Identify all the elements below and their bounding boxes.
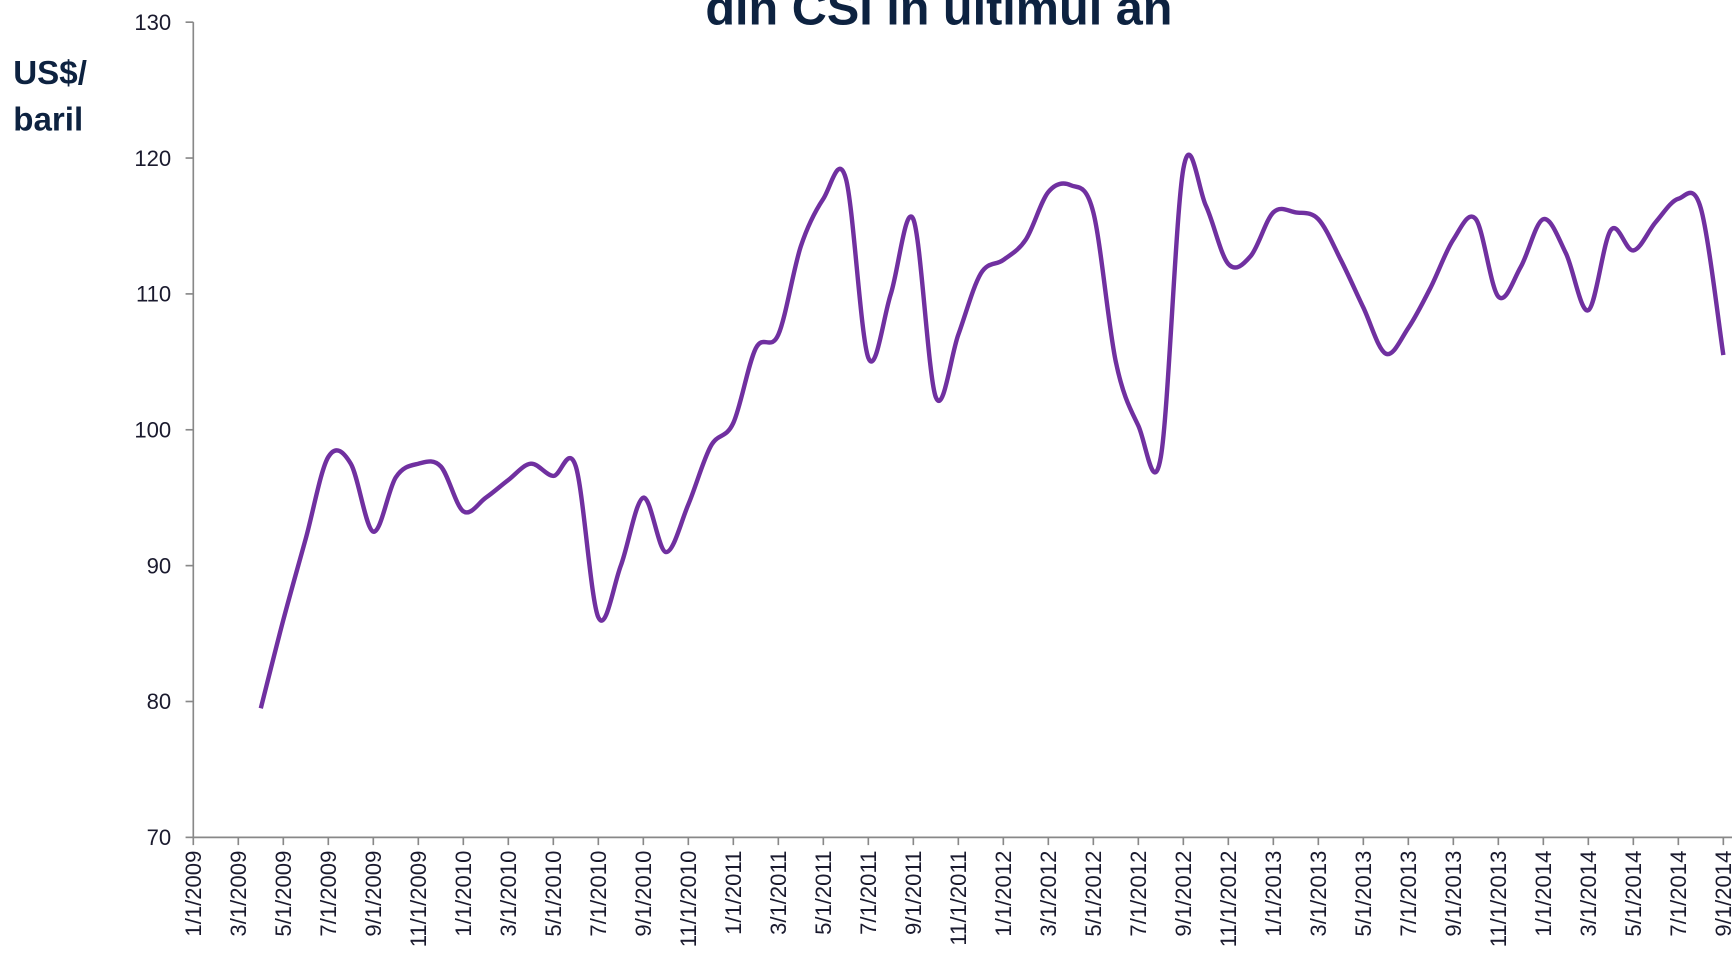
x-tick-label: 11/1/2009	[406, 851, 431, 948]
x-tick-label: 3/1/2009	[226, 851, 251, 937]
x-tick-label: 11/1/2013	[1486, 851, 1511, 948]
x-tick-label: 5/1/2014	[1621, 851, 1646, 937]
x-tick-label: 5/1/2012	[1081, 851, 1106, 937]
x-tick-label: 7/1/2009	[316, 851, 341, 937]
x-tick-label: 9/1/2013	[1441, 851, 1466, 937]
x-tick-label: 9/1/2011	[901, 851, 926, 935]
x-tick-label: 1/1/2013	[1261, 851, 1286, 937]
x-tick-label: 7/1/2011	[856, 851, 881, 935]
x-tick-label: 5/1/2013	[1351, 851, 1376, 937]
x-tick-label: 3/1/2013	[1306, 851, 1331, 937]
x-tick-label: 7/1/2010	[586, 851, 611, 937]
x-tick-label: 9/1/2009	[361, 851, 386, 937]
x-tick-label: 5/1/2010	[541, 851, 566, 937]
y-tick-label: 120	[134, 146, 171, 171]
x-tick-label: 11/1/2012	[1216, 851, 1241, 948]
x-tick-label: 1/1/2014	[1531, 851, 1556, 937]
x-tick-label: 3/1/2012	[1036, 851, 1061, 937]
y-axis-label: US$/	[13, 55, 87, 92]
price-line	[258, 152, 1726, 709]
chart-title: din CSI în ultimul an	[705, 0, 1172, 35]
y-tick-label: 110	[136, 282, 171, 307]
x-tick-label: 7/1/2012	[1126, 851, 1151, 937]
x-tick-label: 11/1/2011	[946, 851, 971, 946]
x-tick-label: 5/1/2009	[271, 851, 296, 937]
x-tick-label: 9/1/2014	[1711, 851, 1732, 937]
y-tick-label: 100	[134, 418, 171, 443]
x-tick-label: 3/1/2010	[496, 851, 521, 937]
y-axis-label: baril	[13, 101, 83, 138]
x-tick-label: 7/1/2014	[1666, 851, 1691, 937]
y-tick-label: 80	[147, 689, 172, 714]
x-tick-label: 9/1/2010	[631, 851, 656, 937]
x-tick-label: 3/1/2011	[766, 851, 791, 935]
x-tick-label: 3/1/2014	[1576, 851, 1601, 937]
x-tick-label: 1/1/2012	[991, 851, 1016, 937]
x-tick-label: 5/1/2011	[811, 851, 836, 935]
y-tick-label: 70	[147, 825, 172, 850]
x-tick-label: 1/1/2009	[181, 851, 206, 937]
x-tick-label: 9/1/2012	[1171, 851, 1196, 937]
x-tick-label: 7/1/2013	[1396, 851, 1421, 937]
y-tick-label: 130	[134, 10, 171, 35]
x-tick-label: 1/1/2010	[451, 851, 476, 937]
x-tick-label: 11/1/2010	[676, 851, 701, 948]
y-tick-label: 90	[147, 553, 172, 578]
x-tick-label: 1/1/2011	[721, 851, 746, 935]
